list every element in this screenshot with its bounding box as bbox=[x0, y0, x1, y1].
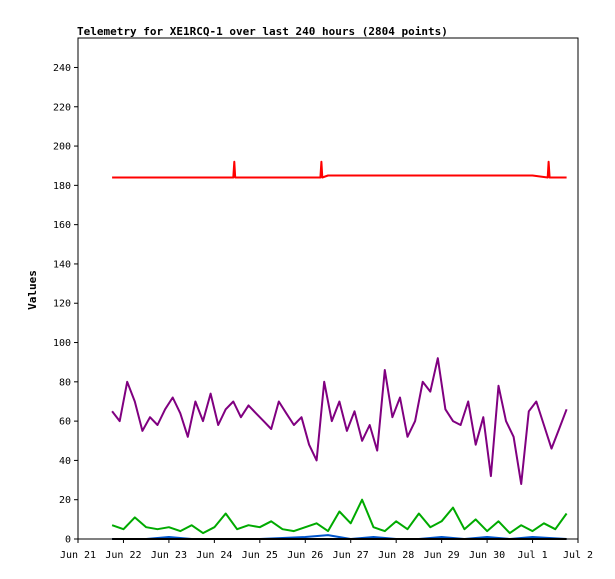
chart-title: Telemetry for XE1RCQ-1 over last 240 hou… bbox=[77, 25, 448, 38]
x-tick-label: Jun 29 bbox=[424, 550, 460, 561]
y-tick-label: 40 bbox=[59, 456, 71, 467]
y-tick-label: 240 bbox=[53, 63, 71, 74]
x-tick-label: Jun 22 bbox=[105, 550, 141, 561]
y-axis: 0 20 40 60 80 100 120 140 160 180 200 220 240 bbox=[53, 63, 78, 546]
x-tick-label: Jun 23 bbox=[151, 550, 187, 561]
y-axis-label: Values bbox=[26, 270, 39, 310]
series-line-3 bbox=[111, 498, 568, 535]
x-tick-label: Jun 28 bbox=[378, 550, 414, 561]
y-tick-label: 140 bbox=[53, 259, 71, 270]
y-tick-label: 200 bbox=[53, 142, 71, 153]
y-tick-label: 20 bbox=[59, 495, 71, 506]
y-tick-label: 80 bbox=[59, 377, 71, 388]
x-tick-label: Jun 27 bbox=[333, 550, 369, 561]
x-tick-label: Jun 25 bbox=[242, 550, 278, 561]
y-tick-label: 220 bbox=[53, 102, 71, 113]
x-tick-label: Jul 2 bbox=[563, 550, 593, 561]
y-tick-label: 180 bbox=[53, 181, 71, 192]
x-tick-label: Jun 21 bbox=[60, 550, 96, 561]
y-tick-label: 120 bbox=[53, 299, 71, 310]
x-tick-label: Jul 1 bbox=[517, 550, 547, 561]
y-tick-label: 160 bbox=[53, 220, 71, 231]
series-line-1 bbox=[112, 160, 567, 179]
y-tick-label: 100 bbox=[53, 338, 71, 349]
x-tick-label: Jun 26 bbox=[287, 550, 323, 561]
x-tick-label: Jun 24 bbox=[196, 550, 232, 561]
y-tick-label: 60 bbox=[59, 417, 71, 428]
x-tick-label: Jun 30 bbox=[469, 550, 505, 561]
series-group bbox=[111, 160, 568, 540]
y-tick-label: 0 bbox=[65, 535, 71, 546]
series-line-2 bbox=[111, 357, 568, 485]
